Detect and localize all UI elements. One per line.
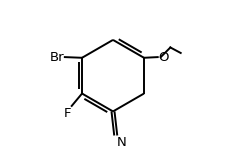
Text: F: F xyxy=(64,107,71,120)
Text: N: N xyxy=(117,136,127,149)
Text: Br: Br xyxy=(50,51,64,64)
Text: O: O xyxy=(158,51,169,64)
